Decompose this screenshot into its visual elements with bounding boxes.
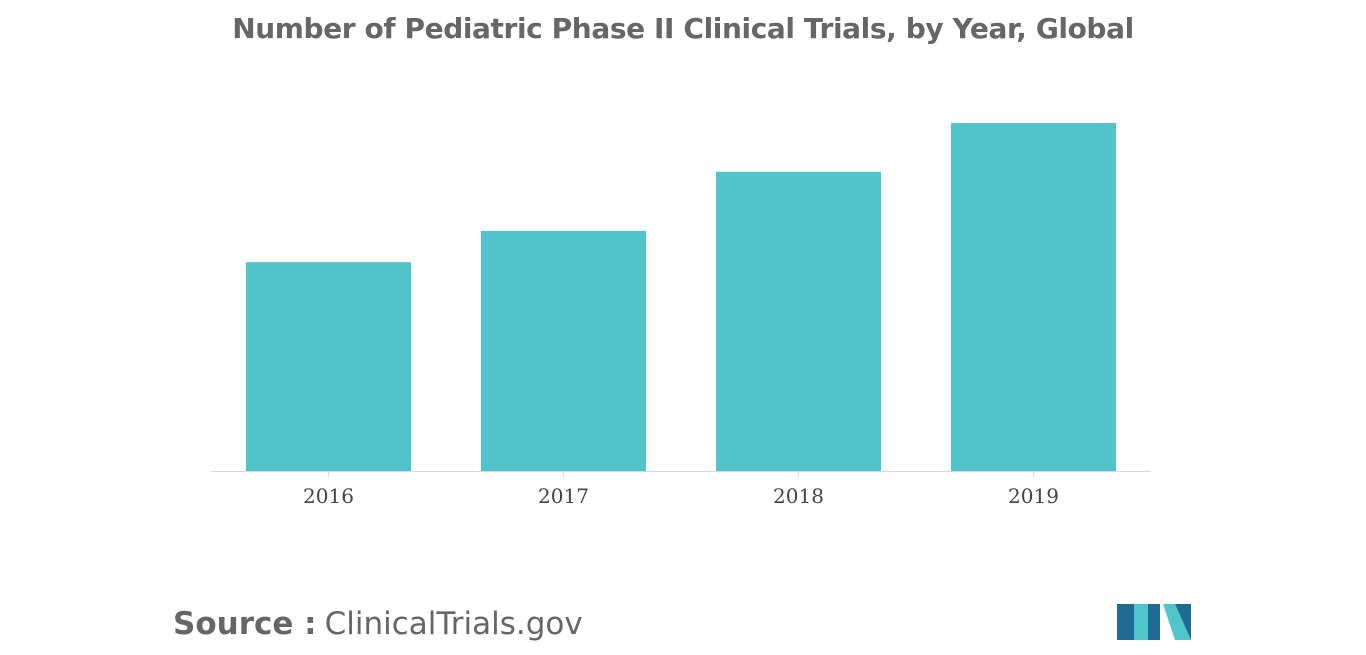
bar-chart: 2016 2017 2018 2019 <box>211 123 1151 508</box>
x-tick-label-2016: 2016 <box>303 484 354 508</box>
mordor-intelligence-logo-icon <box>1117 604 1191 640</box>
source-note: Source : ClinicalTrials.gov <box>173 606 583 642</box>
source-value: ClinicalTrials.gov <box>324 606 583 642</box>
bar-2019 <box>951 123 1116 471</box>
ticks-group <box>328 471 1034 477</box>
bar-2017 <box>481 230 646 471</box>
x-tick-label-2019: 2019 <box>1008 484 1059 508</box>
x-tick-label-2017: 2017 <box>538 484 589 508</box>
bar-2018 <box>716 171 881 471</box>
tick-labels-group: 2016 2017 2018 2019 <box>303 484 1059 508</box>
chart-title: Number of Pediatric Phase II Clinical Tr… <box>232 12 1134 45</box>
bar-2016 <box>246 262 411 471</box>
bars-group <box>246 123 1116 471</box>
source-label: Source : <box>173 606 317 642</box>
x-tick-label-2018: 2018 <box>773 484 824 508</box>
